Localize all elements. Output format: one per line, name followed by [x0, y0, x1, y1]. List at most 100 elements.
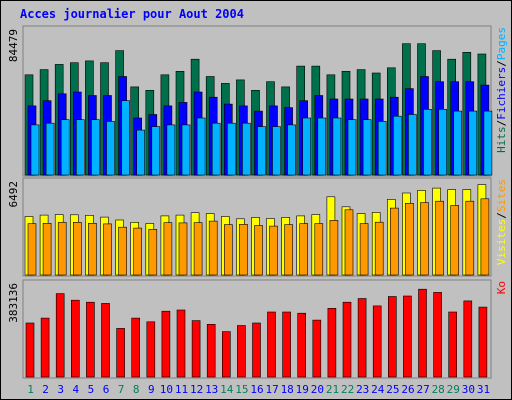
- x-tick-7: 7: [118, 383, 125, 396]
- panel-ko: 383136 Ko: [7, 279, 508, 379]
- x-tick-24: 24: [371, 383, 385, 396]
- x-tick-1: 1: [27, 383, 34, 396]
- bar-pages-19: [302, 117, 312, 176]
- bar-sites-18: [284, 224, 293, 276]
- bar-sites-6: [103, 223, 112, 276]
- x-tick-12: 12: [190, 383, 203, 396]
- x-tick-3: 3: [57, 383, 64, 396]
- x-tick-30: 30: [462, 383, 475, 396]
- panel-visits-sites: 6492 Visites/Sites: [7, 177, 508, 277]
- bar-ko-31: [478, 306, 488, 378]
- x-tick-31: 31: [477, 383, 490, 396]
- bar-ko-2: [40, 317, 50, 378]
- x-tick-labels: 1 2 3 4 5 6 7 8 9 10 11 12 13 14 15 16 17 18 19 20 21 22 23 24 2…: [27, 383, 490, 396]
- legend-separator: /: [495, 60, 508, 67]
- bar-ko-25: [387, 296, 397, 378]
- bar-sites-27: [420, 202, 429, 276]
- x-tick-10: 10: [160, 383, 173, 396]
- bar-pages-23: [362, 119, 372, 176]
- x-tick-20: 20: [311, 383, 324, 396]
- x-tick-23: 23: [356, 383, 369, 396]
- bar-pages-3: [60, 119, 70, 176]
- bar-ko-29: [448, 311, 458, 378]
- legend-hits-files-pages: Hits/Fichiers/Pages: [495, 27, 508, 153]
- bar-pages-7: [121, 100, 130, 176]
- bar-pages-2: [45, 122, 55, 176]
- bar-sites-25: [389, 207, 399, 276]
- bar-pages-29: [453, 110, 463, 176]
- legend-visits-sites: Visites/Sites: [495, 179, 508, 265]
- bar-pages-22: [347, 119, 357, 176]
- bar-ko-7: [116, 328, 125, 378]
- bar-sites-15: [239, 224, 248, 276]
- bar-ko-16: [252, 322, 261, 378]
- bar-pages-14: [227, 122, 236, 176]
- x-tick-15: 15: [235, 383, 248, 396]
- bar-sites-14: [224, 224, 233, 276]
- bar-pages-26: [408, 114, 417, 176]
- bar-pages-27: [423, 109, 432, 176]
- x-tick-5: 5: [88, 383, 95, 396]
- series-ko: [25, 288, 488, 378]
- bar-ko-4: [71, 299, 80, 378]
- ymax-label-visits-sites: 6492: [7, 181, 20, 208]
- bar-sites-1: [27, 223, 37, 276]
- bar-pages-30: [468, 110, 478, 176]
- x-tick-9: 9: [148, 383, 155, 396]
- bar-ko-9: [146, 321, 156, 378]
- bar-sites-12: [193, 222, 203, 276]
- bar-ko-27: [418, 288, 427, 378]
- x-tick-22: 22: [341, 383, 354, 396]
- legend-separator: /: [495, 120, 508, 127]
- x-tick-28: 28: [432, 383, 445, 396]
- x-tick-13: 13: [205, 383, 218, 396]
- bar-pages-18: [287, 124, 296, 176]
- bar-pages-31: [483, 110, 493, 176]
- bar-ko-3: [55, 293, 65, 378]
- legend-item-ko: Ko: [495, 281, 508, 294]
- legend-item-hits: Hits: [495, 126, 508, 153]
- bar-sites-26: [405, 203, 414, 276]
- bar-pages-15: [242, 122, 251, 176]
- bar-sites-8: [133, 227, 142, 276]
- bar-sites-7: [118, 226, 127, 276]
- x-tick-2: 2: [42, 383, 49, 396]
- bar-pages-16: [257, 126, 266, 176]
- legend-item-fichiers: Fichiers: [495, 67, 508, 120]
- bar-sites-2: [42, 223, 52, 276]
- bar-sites-21: [329, 220, 339, 276]
- bar-sites-19: [299, 223, 309, 276]
- bar-sites-17: [269, 225, 278, 276]
- legend-item-visites: Visites: [495, 219, 508, 265]
- x-tick-26: 26: [401, 383, 414, 396]
- bar-pages-24: [377, 121, 387, 176]
- series-sites: [27, 198, 490, 276]
- bar-pages-11: [181, 124, 191, 176]
- bar-ko-22: [342, 301, 352, 378]
- bar-sites-4: [73, 222, 82, 276]
- bar-pages-25: [392, 115, 402, 176]
- bar-pages-5: [91, 119, 100, 176]
- chart-title: Acces journalier pour Aout 2004: [20, 7, 244, 21]
- x-tick-11: 11: [175, 383, 188, 396]
- bar-ko-6: [101, 303, 110, 378]
- legend-separator: /: [495, 212, 508, 219]
- bar-sites-22: [344, 209, 354, 276]
- bar-ko-24: [372, 305, 382, 378]
- bar-ko-8: [131, 317, 140, 378]
- bar-ko-13: [206, 323, 216, 378]
- x-tick-25: 25: [386, 383, 399, 396]
- bar-ko-21: [327, 307, 337, 378]
- bar-ko-28: [433, 292, 442, 378]
- bar-ko-12: [191, 320, 201, 378]
- x-tick-6: 6: [103, 383, 110, 396]
- x-tick-19: 19: [296, 383, 309, 396]
- bar-ko-11: [176, 309, 186, 378]
- bar-ko-20: [312, 319, 322, 378]
- bar-pages-10: [166, 124, 176, 176]
- bar-sites-29: [450, 205, 460, 276]
- bar-sites-20: [314, 223, 324, 276]
- legend-ko: Ko: [495, 281, 508, 294]
